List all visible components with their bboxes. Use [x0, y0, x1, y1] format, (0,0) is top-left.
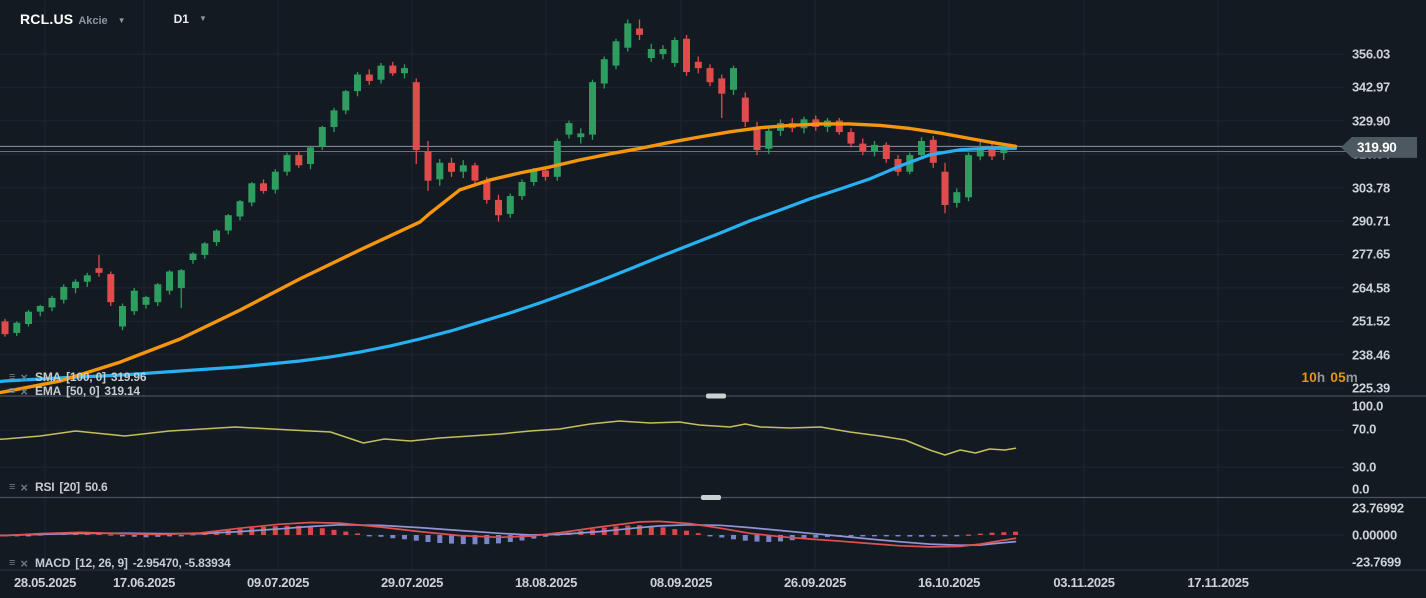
date-tick-label: 09.07.2025 — [246, 575, 310, 590]
indicator-close-icon[interactable]: × — [20, 383, 29, 399]
price-tick-label: 225.39 — [1352, 380, 1390, 396]
timeframe-selector[interactable]: D1 ▼ — [174, 12, 207, 26]
indicator-legend-macd: ≡ × MACD [12, 26, 9] -2.95470, -5.83934 — [9, 556, 236, 570]
indicator-name: RSI — [35, 480, 55, 494]
rsi-tick-label: 30.0 — [1352, 459, 1377, 475]
date-tick-label: 16.10.2025 — [917, 575, 981, 590]
ema50-line — [0, 146, 1018, 384]
macd-tick-label: 0.00000 — [1352, 527, 1397, 543]
timer-hours: 10 — [1301, 370, 1317, 385]
panel-resize-handle[interactable] — [701, 495, 721, 500]
chart-header: RCL.US Akcie ▼ D1 ▼ — [0, 6, 207, 32]
vertical-gridlines — [44, 0, 1219, 570]
macd-tick-label: 23.76992 — [1352, 500, 1404, 516]
timeframe-label: D1 — [173, 12, 189, 26]
indicator-settings-icon[interactable]: ≡ — [9, 384, 16, 397]
macd-tick-label: -23.7699 — [1352, 554, 1401, 570]
indicator-settings-icon[interactable]: ≡ — [9, 370, 16, 383]
indicator-params: [12, 26, 9] — [75, 556, 128, 570]
indicator-name: EMA — [35, 384, 62, 398]
date-tick-label: 26.09.2025 — [783, 575, 847, 590]
sma100-line — [0, 122, 1018, 395]
price-lines — [0, 145, 1355, 152]
instrument-type-label: Akcie — [78, 15, 108, 27]
date-tick-label: 29.07.2025 — [380, 575, 444, 590]
date-tick-label: 17.06.2025 — [112, 575, 176, 590]
current-price-value: 319.90 — [1357, 139, 1397, 155]
panel-resize-handle[interactable] — [706, 393, 726, 399]
date-tick-label: 18.08.2025 — [514, 575, 578, 590]
price-tick-label: 303.78 — [1352, 180, 1390, 196]
indicator-name: MACD — [35, 556, 71, 570]
symbol-selector[interactable]: RCL.US Akcie ▼ — [20, 11, 126, 27]
indicator-params: [50, 0] — [66, 384, 100, 398]
price-gridlines — [0, 53, 1345, 536]
date-tick-label: 03.11.2025 — [1053, 575, 1115, 590]
price-tick-label: 264.58 — [1352, 280, 1390, 296]
price-tick-label: 342.97 — [1352, 79, 1390, 95]
price-tick-label: 329.90 — [1352, 113, 1390, 129]
chevron-down-icon: ▼ — [117, 16, 126, 25]
indicator-close-icon[interactable]: × — [20, 479, 29, 495]
chevron-down-icon: ▼ — [198, 13, 207, 23]
date-tick-label: 17.11.2025 — [1187, 575, 1249, 590]
session-timer: 10h 05m — [1190, 370, 1358, 385]
timer-hours-unit: h — [1316, 370, 1326, 385]
symbol-label: RCL.US — [20, 11, 74, 27]
price-tick-label: 290.71 — [1352, 213, 1390, 229]
current-price-tag: 319.90 — [1341, 136, 1417, 158]
indicator-settings-icon[interactable]: ≡ — [9, 556, 16, 569]
panel-dividers — [0, 395, 1426, 571]
date-tick-label: 08.09.2025 — [649, 575, 713, 590]
price-tick-label: 356.03 — [1352, 46, 1390, 62]
price-tick-label: 251.52 — [1352, 313, 1390, 329]
rsi-tick-label: 0.0 — [1352, 481, 1370, 497]
indicator-legend-sma: ≡ × SMA [100, 0] 319.96 — [9, 370, 151, 384]
indicator-close-icon[interactable]: × — [20, 555, 29, 571]
indicator-close-icon[interactable]: × — [20, 369, 29, 385]
indicator-params: [20] — [59, 480, 80, 494]
indicator-value: 50.6 — [84, 480, 108, 494]
price-tick-label: 238.46 — [1352, 347, 1390, 363]
indicator-params: [100, 0] — [66, 370, 106, 384]
rsi-line — [0, 420, 1017, 456]
timer-minutes-unit: m — [1345, 370, 1358, 385]
indicator-value: 319.96 — [110, 370, 147, 384]
indicator-value: -2.95470, -5.83934 — [132, 556, 231, 570]
macd-line — [0, 520, 1017, 548]
indicator-legend-ema: ≡ × EMA [50, 0] 319.14 — [9, 384, 145, 398]
indicator-legend-rsi: ≡ × RSI [20] 50.6 — [9, 480, 113, 494]
date-tick-label: 28.05.2025 — [13, 575, 77, 590]
indicator-value: 319.14 — [104, 384, 140, 398]
price-tick-label: 277.65 — [1352, 246, 1390, 262]
timer-minutes: 05 — [1330, 370, 1346, 385]
indicator-settings-icon[interactable]: ≡ — [9, 480, 16, 493]
rsi-tick-label: 70.0 — [1352, 421, 1377, 437]
rsi-tick-label: 100.0 — [1352, 398, 1384, 414]
indicator-name: SMA — [35, 370, 62, 384]
